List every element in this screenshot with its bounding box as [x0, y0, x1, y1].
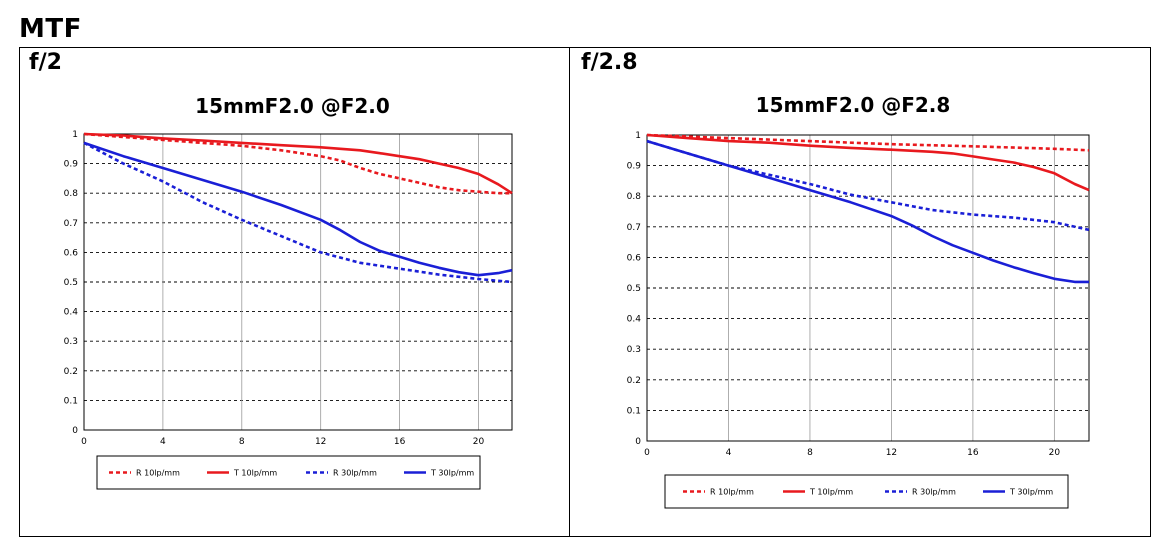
- legend-label: T 10lp/mm: [233, 469, 277, 478]
- y-tick-label: 0: [635, 437, 641, 447]
- series-line-3: [83, 141, 513, 277]
- x-tick-label: 12: [886, 448, 897, 458]
- x-tick-label: 4: [160, 437, 166, 447]
- plot-area: [646, 134, 1090, 442]
- legend-label: T 10lp/mm: [809, 488, 853, 497]
- series-line-1: [83, 132, 513, 195]
- legend-label: R 10lp/mm: [136, 469, 180, 478]
- series-line-2: [646, 139, 1090, 232]
- y-tick-label: 0.1: [627, 406, 641, 416]
- mtf-chart-f2: 15mmF2.0 @F2.0 0 0.1 0.2 0.3 0.4 0.5 0.6 0.7 0.8 0…: [64, 94, 513, 490]
- chart-title: 15mmF2.0 @F2.8: [756, 93, 951, 117]
- x-tick-label: 8: [239, 437, 245, 447]
- legend-label: R 10lp/mm: [710, 488, 754, 497]
- y-tick-label: 1: [635, 131, 641, 141]
- y-tick-label: 0.8: [64, 189, 79, 199]
- y-tick-label: 0: [72, 426, 78, 436]
- y-tick-label: 0.7: [64, 219, 78, 229]
- legend-label: T 30lp/mm: [430, 469, 474, 478]
- y-tick-label: 0.1: [64, 396, 78, 406]
- y-tick-label: 0.7: [627, 223, 641, 233]
- legend-label: T 30lp/mm: [1009, 488, 1053, 497]
- y-tick-label: 0.4: [627, 315, 642, 325]
- series-line-3: [646, 139, 1089, 284]
- x-tick-label: 8: [807, 448, 813, 458]
- series-line-1: [646, 133, 1090, 192]
- y-tick-label: 0.6: [64, 248, 79, 258]
- x-tick-label: 0: [644, 448, 650, 458]
- series-line-0: [83, 132, 512, 195]
- panel-label-f2: f/2: [29, 50, 62, 75]
- y-tick-label: 1: [72, 130, 78, 140]
- x-tick-label: 4: [726, 448, 732, 458]
- table-right-border: [1150, 48, 1151, 536]
- table-left-border: [19, 48, 20, 536]
- legend-label: R 30lp/mm: [912, 488, 956, 497]
- y-tick-label: 0.2: [64, 367, 78, 377]
- y-tick-label: 0.5: [627, 284, 641, 294]
- chart-title: 15mmF2.0 @F2.0: [195, 94, 390, 118]
- mtf-table: f/2 f/2.8: [19, 47, 1151, 537]
- page-title: MTF: [19, 14, 82, 44]
- y-tick-label: 0.8: [627, 192, 642, 202]
- y-tick-label: 0.9: [64, 160, 79, 170]
- y-tick-label: 0.5: [64, 278, 78, 288]
- y-tick-label: 0.9: [627, 162, 642, 172]
- y-tick-label: 0.3: [627, 345, 641, 355]
- series-line-0: [646, 133, 1090, 152]
- y-tick-label: 0.2: [627, 376, 641, 386]
- x-tick-label: 20: [473, 437, 485, 447]
- table-divider: [569, 48, 570, 536]
- legend-label: R 30lp/mm: [333, 469, 377, 478]
- x-tick-label: 0: [81, 437, 87, 447]
- series-line-2: [83, 141, 513, 284]
- x-tick-label: 16: [394, 437, 406, 447]
- x-tick-label: 20: [1049, 448, 1061, 458]
- y-tick-label: 0.6: [627, 253, 642, 263]
- x-tick-label: 16: [967, 448, 979, 458]
- plot-area: [83, 133, 513, 431]
- x-tick-label: 12: [315, 437, 326, 447]
- y-tick-label: 0.4: [64, 308, 79, 318]
- mtf-chart-f2-8: 15mmF2.0 @F2.8 0 0.1 0.2 0.3 0.4 0.5 0.6 0.7 0.8 0…: [627, 93, 1090, 509]
- panel-label-f2-8: f/2.8: [581, 50, 638, 75]
- y-tick-label: 0.3: [64, 337, 78, 347]
